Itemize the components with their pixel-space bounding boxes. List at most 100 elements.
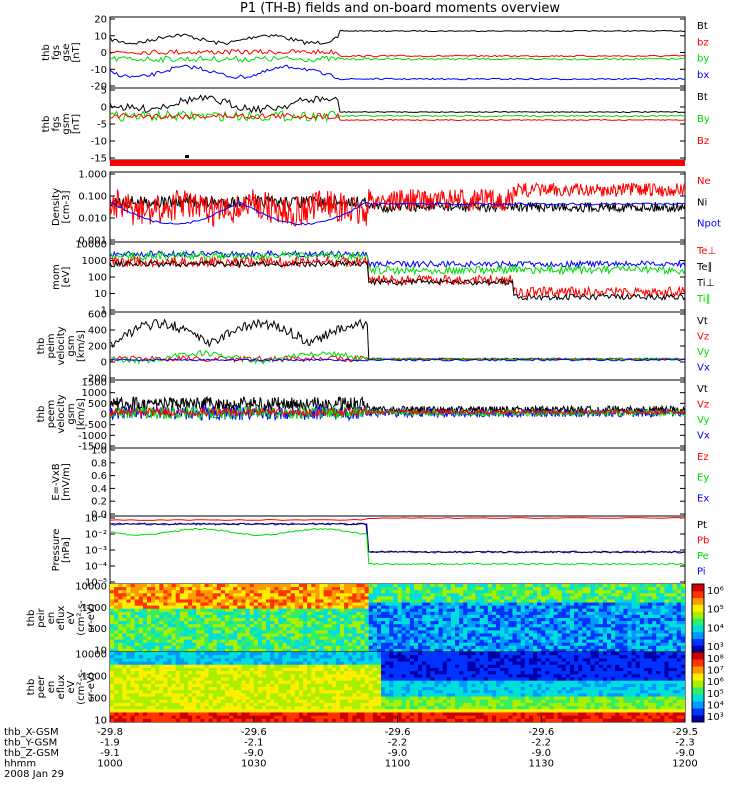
spectrogram-cell — [455, 602, 460, 607]
spectrogram-cell — [286, 602, 292, 607]
spectrogram-cell — [175, 655, 181, 659]
spectrogram-cell — [541, 593, 546, 597]
spectrogram-cell — [364, 677, 370, 682]
spectrogram-cell — [225, 636, 230, 641]
spectrogram-cell — [664, 624, 670, 628]
spectrogram-cell — [192, 655, 197, 659]
spectrogram-cell — [348, 642, 353, 647]
spectrogram-cell — [483, 587, 489, 591]
spectrogram-cell — [146, 642, 152, 647]
spectrogram-cell — [680, 642, 685, 647]
spectrogram-cell — [192, 621, 197, 625]
spectrogram-cell — [611, 645, 616, 650]
spectrogram-cell — [146, 690, 152, 694]
y-axis-label: [km/s] — [76, 398, 87, 430]
spectrogram-cell — [331, 596, 337, 600]
spectrogram-cell — [557, 605, 563, 610]
spectrogram-cell — [114, 702, 119, 707]
spectrogram-cell — [356, 611, 362, 616]
spectrogram-cell — [282, 696, 288, 701]
legend-entry: Vx — [697, 431, 710, 442]
spectrogram-cell — [192, 696, 197, 701]
spectrogram-cell — [303, 602, 308, 607]
spectrogram-cell — [319, 602, 325, 607]
spectrogram-cell — [376, 658, 382, 663]
spectrogram-cell — [233, 642, 238, 647]
spectrogram-cell — [249, 605, 255, 610]
spectrogram-cell — [327, 593, 333, 597]
spectrogram-cell — [298, 602, 304, 607]
spectrogram-cell — [138, 661, 144, 666]
spectrogram-cell — [459, 602, 464, 607]
spectrogram-cell — [163, 636, 168, 641]
spectrogram-cell — [179, 624, 185, 628]
spectrogram-cell — [381, 639, 386, 644]
spectrogram-cell — [533, 627, 538, 631]
spectrogram-cell — [110, 696, 115, 701]
spectrogram-cell — [204, 636, 210, 641]
spectrogram-cell — [155, 687, 160, 691]
spectrogram-cell — [229, 674, 234, 678]
spectrogram-cell — [344, 667, 349, 672]
spectrogram-cell — [245, 712, 251, 717]
spectrogram-cell — [676, 590, 682, 594]
spectrogram-cell — [171, 618, 177, 622]
spectrogram-cell — [635, 602, 641, 607]
spectrogram-cell — [192, 648, 197, 652]
spectrogram-cell — [467, 611, 472, 616]
spectrogram-cell — [364, 699, 370, 704]
spectrogram-cell — [356, 655, 362, 659]
spectrogram-cell — [512, 645, 518, 650]
spectrogram-cell — [151, 693, 156, 698]
spectrogram-cell — [146, 677, 152, 682]
spectrogram-cell — [393, 715, 398, 720]
spectrogram-cell — [151, 687, 156, 691]
spectrogram-cell — [114, 674, 119, 678]
spectrogram-cell — [179, 599, 185, 604]
spectrogram-cell — [660, 614, 665, 619]
spectrogram-cell — [138, 712, 144, 717]
spectrogram-cell — [344, 712, 349, 717]
spectrogram-cell — [183, 652, 189, 656]
spectrogram-cell — [151, 627, 156, 631]
spectrogram-cell — [578, 639, 583, 644]
spectrogram-cell — [442, 611, 448, 616]
spectrogram-cell — [200, 696, 205, 701]
spectrogram-cell — [434, 627, 440, 631]
spectrogram-cell — [537, 602, 542, 607]
spectrogram-cell — [175, 648, 181, 652]
spectrogram-cell — [175, 630, 181, 634]
spectrogram-cell — [286, 639, 292, 644]
spectrogram-cell — [274, 611, 279, 616]
spectrogram-cell — [331, 633, 337, 638]
spectrogram-cell — [381, 652, 386, 656]
spectrogram-cell — [270, 667, 275, 672]
spectrogram-cell — [303, 664, 308, 669]
spectrogram-cell — [167, 611, 173, 616]
spectrogram-cell — [245, 683, 251, 688]
spectrogram-cell — [680, 602, 685, 607]
spectrogram-cell — [122, 696, 127, 701]
spectrogram-cell — [257, 690, 263, 694]
spectrogram-cell — [122, 690, 127, 694]
spectrogram-cell — [389, 652, 394, 656]
spectrogram-cell — [606, 618, 612, 622]
spectrogram-cell — [508, 630, 513, 634]
spectrogram-cell — [496, 645, 501, 650]
spectrogram-cell — [126, 687, 132, 691]
spectrogram-cell — [266, 602, 271, 607]
spectrogram-cell — [405, 602, 411, 607]
spectrogram-cell — [582, 633, 587, 638]
spectrogram-cell — [155, 596, 160, 600]
spectrogram-cell — [516, 645, 522, 650]
spectrogram-cell — [126, 709, 132, 713]
spectrogram-cell — [364, 621, 370, 625]
spectrogram-cell — [290, 642, 296, 647]
spectrogram-cell — [138, 699, 144, 704]
spectrogram-cell — [138, 645, 144, 650]
spectrogram-cell — [352, 624, 357, 628]
spectrogram-cell — [504, 618, 509, 622]
spectrogram-cell — [163, 687, 168, 691]
y-tick-label: 10 — [94, 646, 107, 657]
spectrogram-cell — [504, 590, 509, 594]
